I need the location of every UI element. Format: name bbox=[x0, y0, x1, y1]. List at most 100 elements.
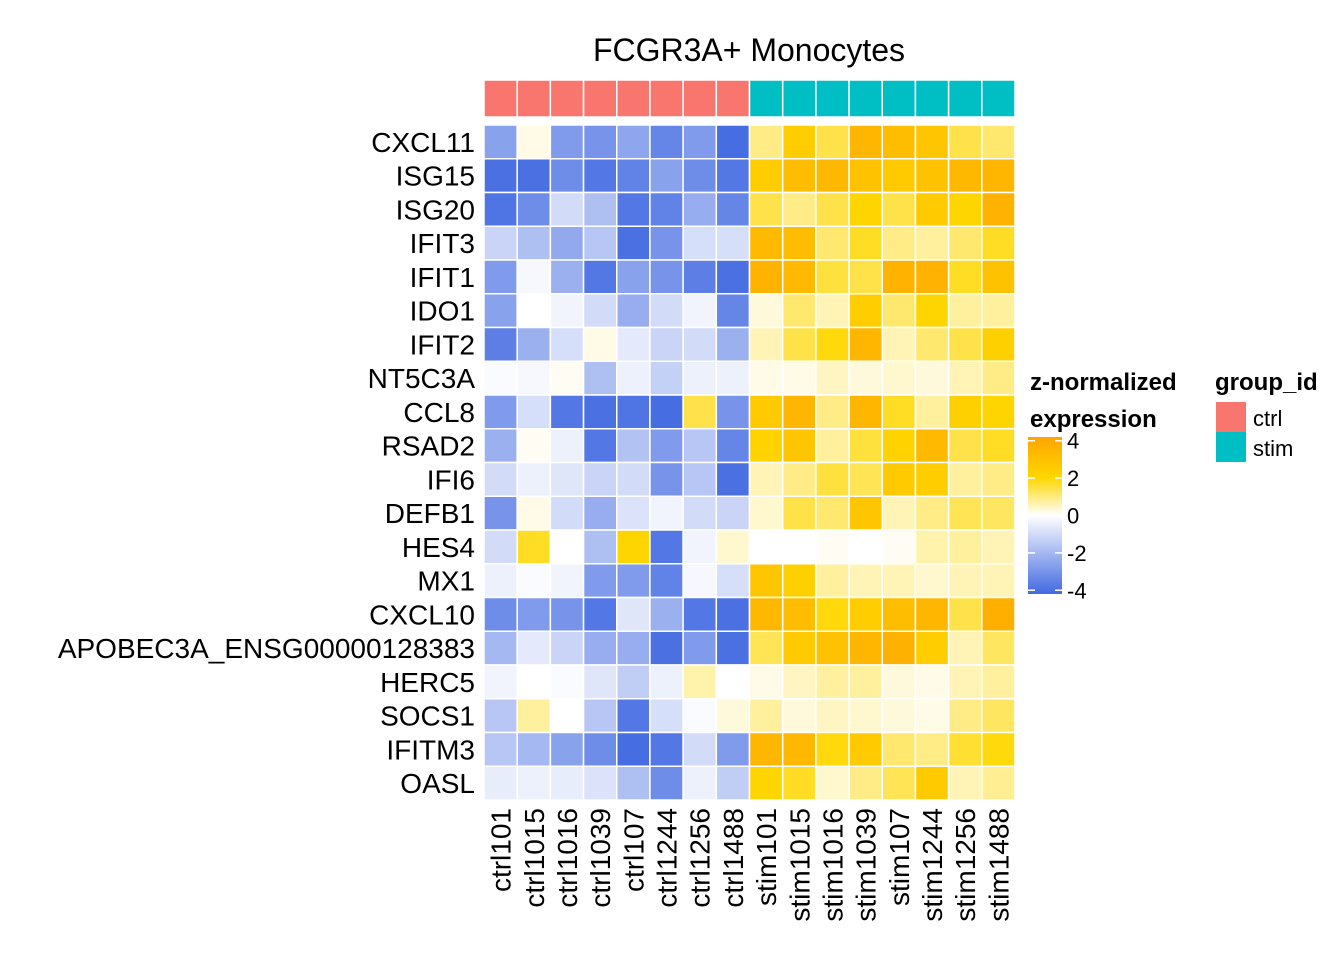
heatmap-cell bbox=[748, 124, 784, 160]
heatmap-cell bbox=[981, 596, 1016, 632]
heatmap-cell bbox=[914, 158, 950, 194]
heatmap-cell bbox=[881, 765, 917, 801]
heatmap-cell bbox=[483, 698, 518, 734]
heatmap-cell bbox=[582, 293, 618, 329]
heatmap-cell bbox=[815, 698, 850, 734]
heatmap-cell bbox=[815, 191, 850, 227]
heatmap-cell bbox=[582, 259, 618, 295]
heatmap-cell bbox=[815, 596, 850, 632]
heatmap-cell bbox=[815, 731, 850, 767]
heatmap-cell bbox=[649, 563, 684, 599]
heatmap-cell bbox=[748, 731, 784, 767]
heatmap-cell bbox=[881, 225, 917, 261]
heatmap-cell bbox=[616, 529, 651, 565]
heatmap-cell bbox=[616, 765, 651, 801]
heatmap-cell bbox=[582, 630, 618, 666]
column-label: ctrl1244 bbox=[652, 808, 683, 908]
heatmap-cell bbox=[914, 259, 950, 295]
group-annotation-cell bbox=[682, 79, 718, 118]
heatmap-cell bbox=[682, 596, 718, 632]
heatmap-cell bbox=[914, 428, 950, 464]
heatmap-cell bbox=[483, 293, 518, 329]
heatmap-cell bbox=[682, 495, 718, 531]
color-legend-tick-label: 2 bbox=[1067, 466, 1079, 491]
heatmap-cell bbox=[981, 158, 1016, 194]
color-legend-title-line1: z-normalized bbox=[1030, 369, 1177, 396]
heatmap-cell bbox=[582, 596, 618, 632]
heatmap-cell bbox=[649, 293, 684, 329]
group-annotation-cell bbox=[516, 79, 552, 118]
heatmap-cell bbox=[549, 259, 585, 295]
heatmap-cell bbox=[616, 225, 651, 261]
heatmap-cell bbox=[649, 158, 684, 194]
heatmap-cell bbox=[914, 596, 950, 632]
heatmap-cell bbox=[549, 191, 585, 227]
heatmap-cell bbox=[549, 563, 585, 599]
heatmap-cell bbox=[848, 428, 883, 464]
column-label: stim1015 bbox=[784, 808, 815, 922]
heatmap-cell bbox=[881, 158, 917, 194]
heatmap-cell bbox=[483, 326, 518, 362]
group-annotation-cell bbox=[981, 79, 1016, 118]
heatmap-cell bbox=[549, 529, 585, 565]
heatmap-cell bbox=[914, 664, 950, 700]
heatmap-cell bbox=[616, 428, 651, 464]
heatmap-cell bbox=[582, 495, 618, 531]
heatmap-cell bbox=[516, 765, 552, 801]
row-label: SOCS1 bbox=[380, 701, 475, 732]
column-labels: ctrl101 ctrl1015 ctrl1016 ctrl1039 ctrl107 ct… bbox=[486, 808, 1015, 922]
heatmap-cell bbox=[715, 394, 751, 430]
column-label: ctrl101 bbox=[486, 808, 517, 892]
heatmap-cell bbox=[881, 124, 917, 160]
heatmap-cell bbox=[649, 191, 684, 227]
heatmap-cell bbox=[616, 191, 651, 227]
heatmap-cell bbox=[981, 124, 1016, 160]
heatmap-cell bbox=[981, 326, 1016, 362]
row-label: CXCL10 bbox=[369, 599, 475, 630]
heatmap-cell bbox=[781, 765, 817, 801]
heatmap-cell bbox=[881, 596, 917, 632]
heatmap-cell bbox=[682, 563, 718, 599]
heatmap-cell bbox=[516, 394, 552, 430]
row-label: NT5C3A bbox=[368, 363, 476, 394]
heatmap-cell bbox=[981, 765, 1016, 801]
heatmap-cell bbox=[715, 698, 751, 734]
column-label: ctrl1015 bbox=[519, 808, 550, 908]
heatmap-cell bbox=[582, 158, 618, 194]
heatmap-cell bbox=[649, 630, 684, 666]
heatmap-cell bbox=[815, 563, 850, 599]
heatmap-cell bbox=[715, 596, 751, 632]
heatmap-cell bbox=[549, 326, 585, 362]
heatmap-cell bbox=[881, 191, 917, 227]
heatmap-cell bbox=[549, 731, 585, 767]
heatmap-cell bbox=[781, 664, 817, 700]
heatmap-cell bbox=[649, 428, 684, 464]
heatmap-cell bbox=[848, 731, 883, 767]
heatmap-cell bbox=[549, 225, 585, 261]
heatmap-cell bbox=[483, 259, 518, 295]
heatmap-cell bbox=[715, 360, 751, 396]
column-label: ctrl1488 bbox=[718, 808, 749, 908]
heatmap-cell bbox=[781, 596, 817, 632]
heatmap-cell bbox=[616, 495, 651, 531]
heatmap-cell bbox=[549, 428, 585, 464]
group-legend-stim-label: stim bbox=[1253, 436, 1293, 461]
heatmap-cell bbox=[748, 461, 784, 497]
heatmap-cell bbox=[781, 698, 817, 734]
heatmap-cell bbox=[748, 191, 784, 227]
heatmap-cell bbox=[582, 326, 618, 362]
heatmap-cell bbox=[947, 394, 983, 430]
heatmap-cell bbox=[715, 158, 751, 194]
heatmap-cell bbox=[881, 461, 917, 497]
heatmap-cell bbox=[682, 124, 718, 160]
heatmap-cell bbox=[715, 630, 751, 666]
heatmap-cell bbox=[781, 495, 817, 531]
heatmap-cell bbox=[748, 630, 784, 666]
heatmap-cell bbox=[483, 461, 518, 497]
heatmap-cell bbox=[715, 259, 751, 295]
heatmap-cell bbox=[748, 596, 784, 632]
heatmap-cell bbox=[981, 495, 1016, 531]
heatmap-cell bbox=[815, 428, 850, 464]
heatmap-cell bbox=[981, 191, 1016, 227]
heatmap-cell bbox=[848, 394, 883, 430]
